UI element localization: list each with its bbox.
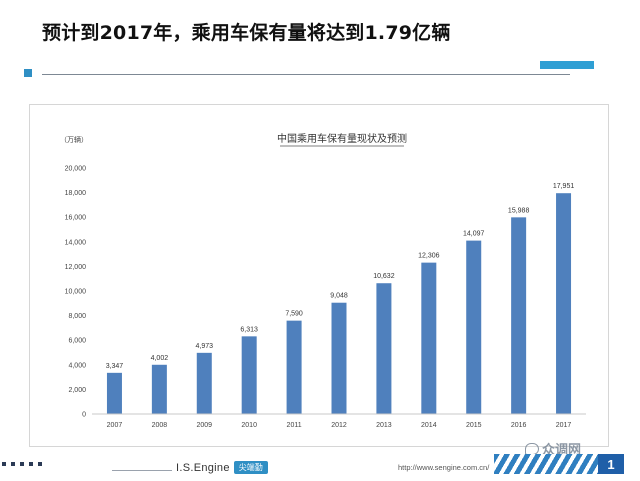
data-label-2012: 9,048: [330, 293, 348, 300]
data-label-2008: 4,002: [151, 355, 169, 362]
bar-2014: [421, 262, 437, 414]
data-label-2011: 7,590: [285, 311, 303, 318]
footer-dots: [2, 462, 42, 466]
data-label-2017: 17,951: [553, 183, 575, 190]
bar-series: [106, 193, 572, 414]
data-label-2014: 12,306: [418, 253, 440, 260]
y-tick-label: 20,000: [65, 166, 87, 173]
y-tick-label: 14,000: [65, 239, 87, 246]
bar-2007: [106, 372, 122, 414]
y-tick-label: 10,000: [65, 289, 87, 296]
bar-2017: [556, 193, 572, 414]
data-label-2016: 15,988: [508, 207, 530, 214]
chat-bubble-icon: [525, 442, 539, 455]
x-tick-label: 2011: [287, 422, 302, 429]
y-tick-label: 12,000: [65, 264, 87, 271]
chart-frame: 中国乘用车保有量现状及预测 （万辆） 0 2,000 4,000 6,000 8,000…: [29, 104, 609, 447]
bar-2015: [466, 240, 482, 414]
bar-2012: [331, 302, 347, 414]
data-label-2009: 4,973: [196, 343, 214, 350]
page-title: 预计到2017年，乘用车保有量将达到1.79亿辆: [42, 22, 451, 44]
y-tick-label: 0: [82, 412, 86, 419]
y-axis-ticks: 0 2,000 4,000 6,000 8,000 10,000 12,000 14,000 1…: [65, 166, 87, 419]
y-tick-label: 4,000: [68, 362, 86, 369]
bar-2011: [286, 320, 302, 414]
x-tick-label: 2010: [241, 422, 257, 429]
y-tick-label: 18,000: [65, 190, 87, 197]
y-axis-unit-label: （万辆）: [60, 135, 88, 144]
title-divider: [42, 74, 570, 75]
page-number: 1: [598, 454, 624, 474]
footer-url: http://www.sengine.com.cn/: [398, 463, 490, 472]
x-tick-label: 2008: [152, 422, 168, 429]
data-label-2010: 6,313: [240, 326, 258, 333]
brand-tag: 尖端勤: [233, 461, 268, 474]
y-tick-label: 16,000: [65, 215, 87, 222]
x-tick-label: 2014: [421, 422, 437, 429]
x-tick-label: 2013: [376, 422, 392, 429]
x-tick-label: 2012: [331, 422, 347, 429]
y-tick-label: 8,000: [68, 313, 86, 320]
x-tick-label: 2017: [556, 422, 572, 429]
x-axis-ticks: 2007 2008 2009 2010 2011 2012 2013 2014 2015 2016…: [107, 422, 572, 429]
y-tick-label: 2,000: [68, 387, 86, 394]
bar-2008: [151, 364, 167, 414]
data-label-2015: 14,097: [463, 231, 485, 238]
brand-name: I.S.Engine: [176, 461, 230, 474]
x-tick-label: 2016: [511, 422, 527, 429]
x-tick-label: 2007: [107, 422, 123, 429]
title-rule-marker: [24, 69, 32, 77]
chart-title: 中国乘用车保有量现状及预测: [277, 132, 407, 145]
bar-2016: [511, 217, 527, 414]
footer-stripes: [494, 454, 598, 474]
data-label-2013: 10,632: [373, 273, 395, 280]
bar-2009: [196, 352, 212, 414]
bar-2013: [376, 283, 392, 414]
x-tick-label: 2015: [466, 422, 482, 429]
title-accent-bar: [540, 61, 594, 69]
bar-chart: 中国乘用车保有量现状及预测 （万辆） 0 2,000 4,000 6,000 8,000…: [60, 132, 586, 429]
data-labels: 3,347 4,002 4,973 6,313 7,590 9,048 10,632 12,3…: [106, 183, 575, 370]
data-label-2007: 3,347: [106, 363, 124, 370]
bar-2010: [241, 336, 257, 414]
brand-logo: I.S.Engine 尖端勤: [176, 461, 268, 474]
x-tick-label: 2009: [196, 422, 212, 429]
brand-divider: [112, 470, 172, 471]
y-tick-label: 6,000: [68, 338, 86, 345]
